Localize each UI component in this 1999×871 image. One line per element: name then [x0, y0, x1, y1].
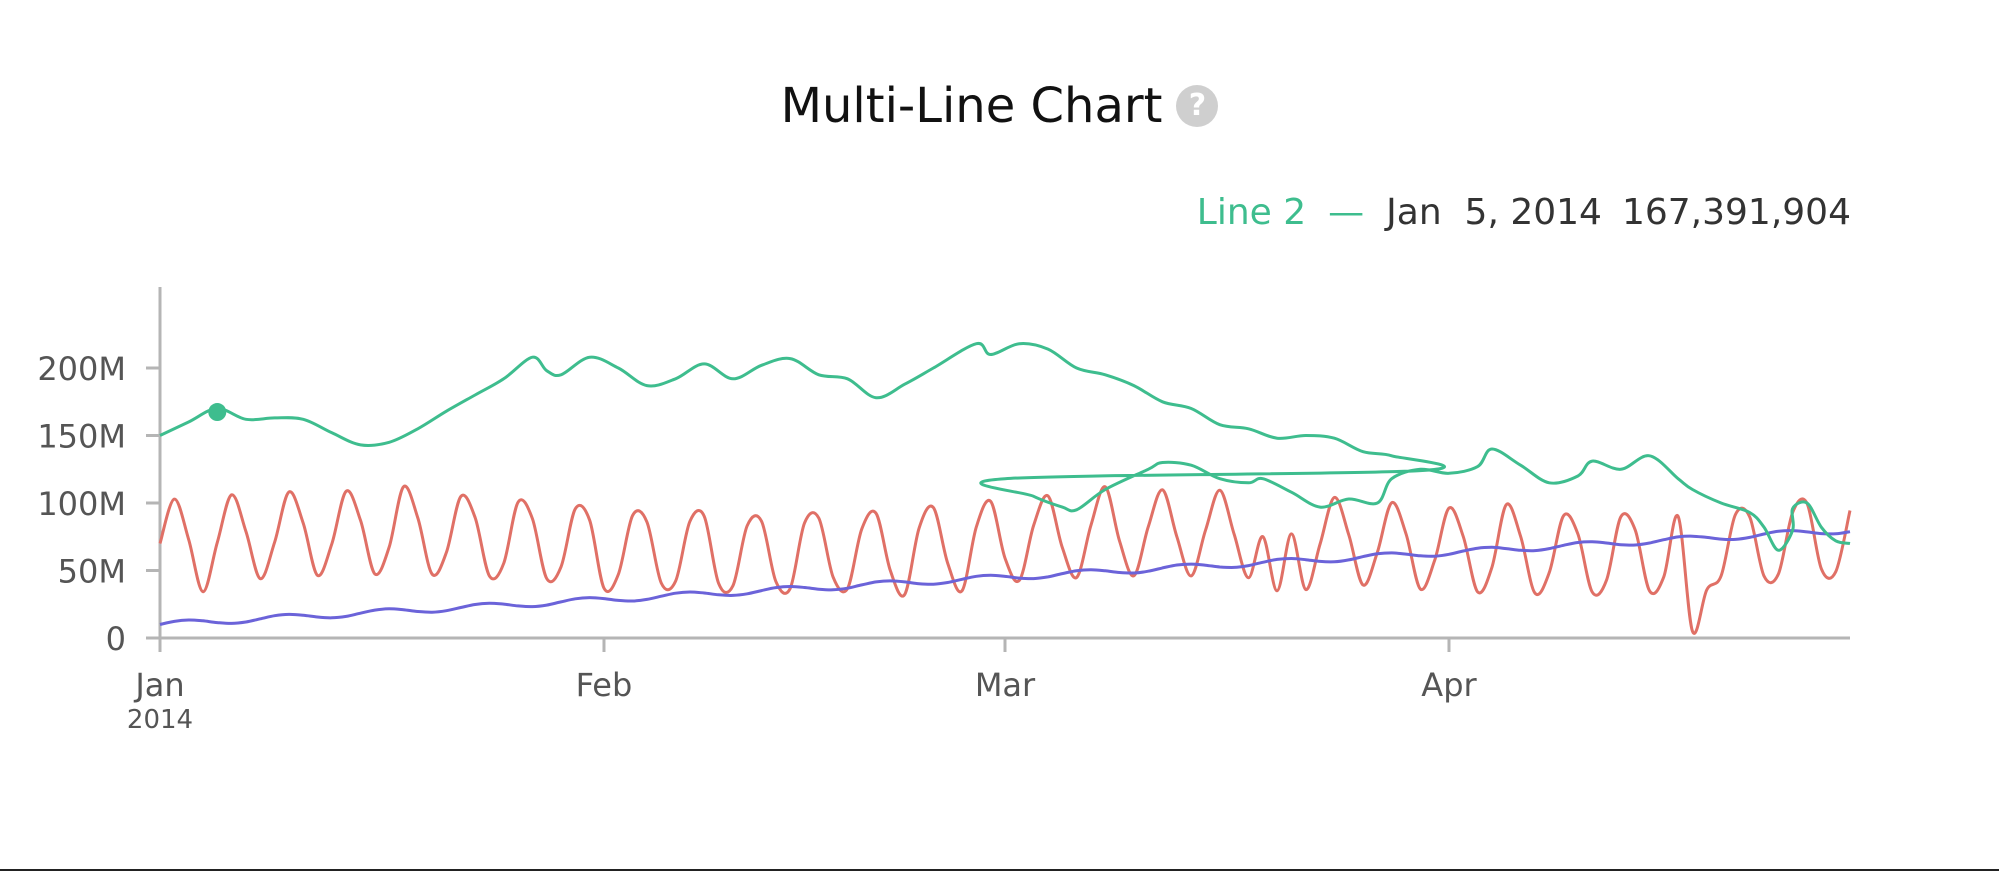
- hover-marker-group: [208, 403, 227, 422]
- chart-title: Multi-Line Chart: [780, 78, 1163, 134]
- y-tick-label: 200M: [37, 350, 126, 388]
- y-tick-label: 100M: [37, 485, 126, 523]
- y-tick-label: 50M: [58, 553, 126, 591]
- readout-legend-dash: —: [1328, 192, 1365, 233]
- help-icon[interactable]: ?: [1176, 85, 1219, 127]
- x-tick-sublabel: 2014: [127, 705, 193, 735]
- readout-value: 167,391,904: [1621, 192, 1851, 233]
- x-tick-label: Jan: [133, 666, 184, 704]
- series-line-1: [159, 342, 1851, 552]
- x-tick-label: Mar: [975, 666, 1036, 704]
- y-tick-label: 0: [106, 620, 126, 658]
- readout-series-name: Line 2: [1196, 192, 1307, 233]
- hover-readout: Line 2 — Jan 5, 2014 167,391,904: [1197, 192, 1851, 233]
- x-tick-label: Apr: [1421, 666, 1477, 704]
- series-lines: [158, 342, 1852, 635]
- hover-marker: [208, 403, 227, 422]
- series-line-3: [159, 529, 1851, 626]
- readout-date: Jan 5, 2014: [1386, 192, 1602, 233]
- chart-header: Multi-Line Chart?: [0, 78, 1999, 134]
- bottom-border: [0, 869, 1999, 871]
- x-tick-label: Feb: [576, 666, 633, 704]
- series-line-2: [158, 484, 1852, 635]
- y-tick-label: 150M: [37, 418, 126, 456]
